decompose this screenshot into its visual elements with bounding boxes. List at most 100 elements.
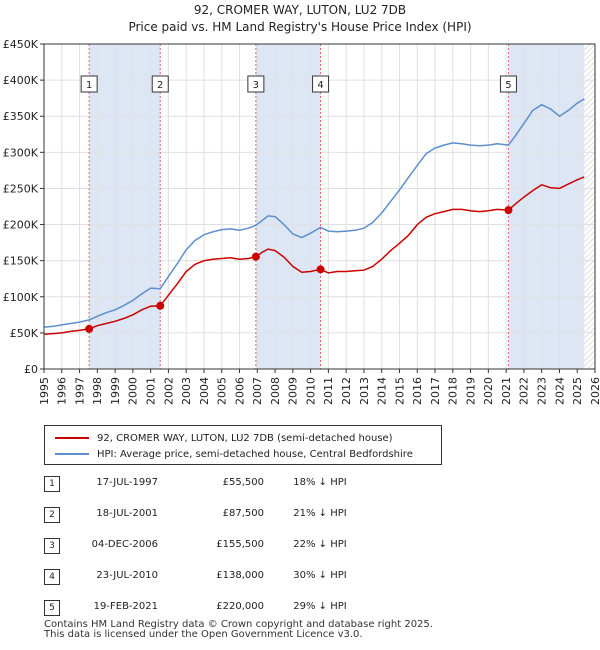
x-tick-label: 2017 [429, 377, 442, 405]
legend: 92, CROMER WAY, LUTON, LU2 7DB (semi-det… [44, 425, 442, 465]
x-tick-label: 1998 [91, 377, 104, 405]
sale-label-box [312, 75, 330, 93]
y-tick-label: £250K [3, 182, 39, 195]
sale-label-box [247, 75, 265, 93]
x-tick-label: 2025 [571, 377, 584, 405]
sale-labels: 1 2 3 4 5 [80, 75, 517, 93]
y-tick-label: £0 [24, 363, 38, 376]
plot-frame [43, 43, 596, 370]
sale-label-text: 5 [505, 80, 511, 91]
sale-label: 2 [151, 75, 169, 93]
sale-label: 1 [80, 75, 98, 93]
sale-hpi-diff: 21% ↓ HPI [293, 508, 347, 519]
x-tick-label: 2005 [216, 377, 229, 405]
sale-label-text: 1 [86, 80, 92, 91]
sale-number-badge: 3 [44, 538, 60, 554]
series-line-property [44, 176, 585, 336]
y-axis-ticks: £0 £50K £100K £150K £200K £250K £300K £350K £400… [3, 38, 44, 376]
sale-date: 04-DEC-2006 [91, 539, 158, 550]
sale-label: 3 [247, 75, 265, 93]
x-tick-label: 2024 [553, 377, 566, 405]
sale-point [156, 301, 165, 310]
sale-point [316, 265, 325, 274]
sale-price: £87,500 [222, 508, 264, 519]
series-line-hpi [44, 98, 585, 328]
sale-label-box [80, 75, 98, 93]
y-tick-label: £300K [3, 146, 39, 159]
sale-label-box [499, 75, 517, 93]
x-tick-label: 1999 [109, 377, 122, 405]
x-tick-label: 2000 [127, 377, 140, 405]
x-tick-label: 2002 [162, 377, 175, 405]
x-tick-label: 2016 [411, 377, 424, 405]
x-tick-label: 1995 [38, 377, 51, 405]
footer-copyright: Contains HM Land Registry data © Crown c… [44, 619, 433, 630]
x-tick-label: 2001 [144, 377, 157, 405]
x-tick-label: 1996 [56, 377, 69, 405]
sale-date: 17-JUL-1997 [96, 477, 158, 488]
sale-hpi-diff: 29% ↓ HPI [293, 601, 347, 612]
sale-point [504, 206, 513, 215]
sale-point [85, 324, 94, 333]
sale-hpi-diff: 18% ↓ HPI [293, 477, 347, 488]
sale-date: 19-FEB-2021 [93, 601, 158, 612]
sale-number-badge: 5 [44, 600, 60, 616]
sale-label-text: 4 [317, 80, 323, 91]
sale-price: £155,500 [216, 539, 264, 550]
series-lines [44, 98, 585, 336]
highlight-bands [89, 44, 585, 369]
highlight-band [255, 44, 321, 369]
x-tick-label: 2003 [180, 377, 193, 405]
x-tick-label: 2009 [287, 377, 300, 405]
footer-note: Contains HM Land Registry data © Crown c… [44, 620, 433, 640]
x-tick-label: 2018 [447, 377, 460, 405]
x-tick-label: 2010 [304, 377, 317, 405]
highlight-band [89, 44, 161, 369]
x-tick-label: 2020 [482, 377, 495, 405]
y-tick-label: £350K [3, 110, 39, 123]
sale-number-badge: 4 [44, 569, 60, 585]
table-row: 1 17-JUL-1997 £55,500 18% ↓ HPI [0, 470, 600, 498]
legend-label-hpi: HPI: Average price, semi-detached house,… [97, 448, 413, 460]
y-tick-label: £150K [3, 255, 39, 268]
price-chart: 92, CROMER WAY, LUTON, LU2 7DB Price pai… [3, 3, 600, 405]
sale-price: £138,000 [216, 570, 264, 581]
chart-subtitle: Price paid vs. HM Land Registry's House … [128, 20, 471, 34]
footer-licence: This data is licensed under the Open Gov… [44, 629, 363, 640]
sale-label: 5 [499, 75, 517, 93]
table-row: 2 18-JUL-2001 £87,500 21% ↓ HPI [0, 501, 600, 529]
x-tick-label: 2014 [376, 377, 389, 405]
table-row: 5 19-FEB-2021 £220,000 29% ↓ HPI [0, 594, 600, 622]
x-tick-label: 2015 [393, 377, 406, 405]
x-tick-label: 2007 [251, 377, 264, 405]
chart-title: 92, CROMER WAY, LUTON, LU2 7DB [194, 3, 406, 17]
y-tick-label: £100K [3, 291, 39, 304]
table-row: 4 23-JUL-2010 £138,000 30% ↓ HPI [0, 563, 600, 591]
sale-label-box [151, 75, 169, 93]
x-tick-label: 2026 [589, 377, 600, 405]
sale-points [85, 206, 513, 333]
sale-price: £55,500 [222, 477, 264, 488]
y-tick-label: £200K [3, 219, 39, 232]
x-tick-label: 2019 [464, 377, 477, 405]
sale-label-text: 2 [157, 80, 163, 91]
x-tick-label: 2011 [322, 377, 335, 405]
table-row: 3 04-DEC-2006 £155,500 22% ↓ HPI [0, 532, 600, 560]
x-tick-label: 2021 [500, 377, 513, 405]
x-tick-label: 2022 [518, 377, 531, 405]
legend-item-hpi: HPI: Average price, semi-detached house,… [55, 446, 413, 462]
sale-number-badge: 2 [44, 507, 60, 523]
sale-date: 18-JUL-2001 [96, 508, 158, 519]
sale-label: 4 [312, 75, 330, 93]
sale-label-text: 3 [253, 80, 259, 91]
highlight-band [508, 44, 585, 369]
x-tick-label: 1997 [73, 377, 86, 405]
sale-price: £220,000 [216, 601, 264, 612]
y-tick-label: £450K [3, 38, 39, 51]
x-tick-label: 2012 [340, 377, 353, 405]
x-tick-label: 2008 [269, 377, 282, 405]
sale-date: 23-JUL-2010 [96, 570, 158, 581]
sale-hpi-diff: 22% ↓ HPI [293, 539, 347, 550]
sale-hpi-diff: 30% ↓ HPI [293, 570, 347, 581]
x-axis-ticks: 1995 1996 1997 1998 1999 2000 2001 2002 2003 2004… [38, 369, 600, 405]
